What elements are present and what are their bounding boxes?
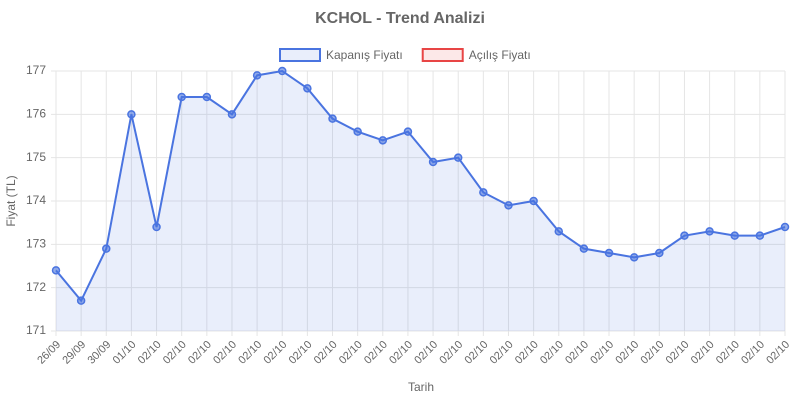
point <box>202 92 212 102</box>
x-tick-label: 02/10 <box>387 339 415 367</box>
x-tick-label: 26/09 <box>35 339 63 367</box>
x-tick-label: 02/10 <box>287 339 315 367</box>
y-tick-label: 171 <box>26 323 46 337</box>
point <box>428 157 438 167</box>
point <box>604 248 614 258</box>
point <box>252 71 262 80</box>
x-tick-label: 02/10 <box>563 339 591 367</box>
point <box>579 244 589 253</box>
x-tick-label: 02/10 <box>412 339 440 367</box>
x-tick-label: 01/10 <box>111 339 139 367</box>
point <box>554 227 564 236</box>
point <box>227 110 237 119</box>
point <box>378 136 388 145</box>
x-tick-label: 02/10 <box>689 339 717 367</box>
x-tick-label: 02/10 <box>161 339 189 367</box>
x-tick-label: 02/10 <box>312 339 340 367</box>
y-tick-label: 175 <box>26 150 46 164</box>
legend-swatch <box>421 48 464 62</box>
y-tick-label: 174 <box>26 193 46 207</box>
point <box>655 248 664 258</box>
point <box>730 231 739 240</box>
point <box>504 201 513 210</box>
point <box>102 244 111 253</box>
point <box>76 296 86 305</box>
y-tick-label: 177 <box>26 63 46 77</box>
x-tick-label: 02/10 <box>764 339 792 367</box>
x-tick-label: 02/10 <box>437 339 465 367</box>
point <box>51 266 61 275</box>
x-tick-label: 30/09 <box>85 339 113 367</box>
x-tick-label: 02/10 <box>136 339 164 367</box>
point <box>529 196 538 206</box>
legend-swatch <box>279 48 321 62</box>
x-tick-label: 02/10 <box>488 339 516 367</box>
y-tick-label: 173 <box>26 237 46 251</box>
x-tick-label: 02/10 <box>261 339 289 367</box>
x-tick-label: 02/10 <box>613 339 641 367</box>
x-tick-label: 02/10 <box>588 339 616 367</box>
point <box>755 231 765 240</box>
legend-label: Kapanış Fiyatı <box>326 48 403 62</box>
point <box>705 227 714 236</box>
x-tick-label: 02/10 <box>664 339 692 367</box>
point <box>152 222 161 232</box>
x-tick-label: 02/10 <box>362 339 390 367</box>
x-tick-label: 02/10 <box>538 339 566 367</box>
x-tick-label: 02/10 <box>463 339 491 367</box>
point <box>303 84 312 93</box>
point <box>328 114 337 123</box>
point <box>403 127 413 136</box>
point <box>680 231 689 240</box>
legend-label: Açılış Fiyatı <box>469 48 531 62</box>
x-tick-label: 02/10 <box>211 339 239 367</box>
x-tick-label: 02/10 <box>236 339 264 367</box>
x-tick-label: 02/10 <box>513 339 541 367</box>
x-tick-label: 02/10 <box>639 339 667 367</box>
point <box>629 253 639 262</box>
point <box>177 92 186 102</box>
x-tick-label: 02/10 <box>739 339 767 367</box>
point <box>127 110 136 119</box>
point <box>277 66 287 76</box>
y-tick-label: 176 <box>26 107 46 121</box>
line <box>55 69 786 303</box>
chart-title: KCHOL - Trend Analizi <box>315 10 485 27</box>
x-axis-title: Tarih <box>408 380 434 394</box>
point <box>353 127 362 136</box>
y-tick-label: 172 <box>26 280 46 294</box>
y-axis-title: Fiyat (TL) <box>4 175 18 226</box>
point <box>453 153 463 162</box>
x-tick-label: 29/09 <box>60 339 88 367</box>
x-tick-label: 02/10 <box>714 339 742 367</box>
x-tick-label: 02/10 <box>337 339 365 367</box>
point <box>479 188 488 197</box>
point <box>780 222 790 232</box>
x-tick-label: 02/10 <box>186 339 214 367</box>
area <box>56 71 785 331</box>
